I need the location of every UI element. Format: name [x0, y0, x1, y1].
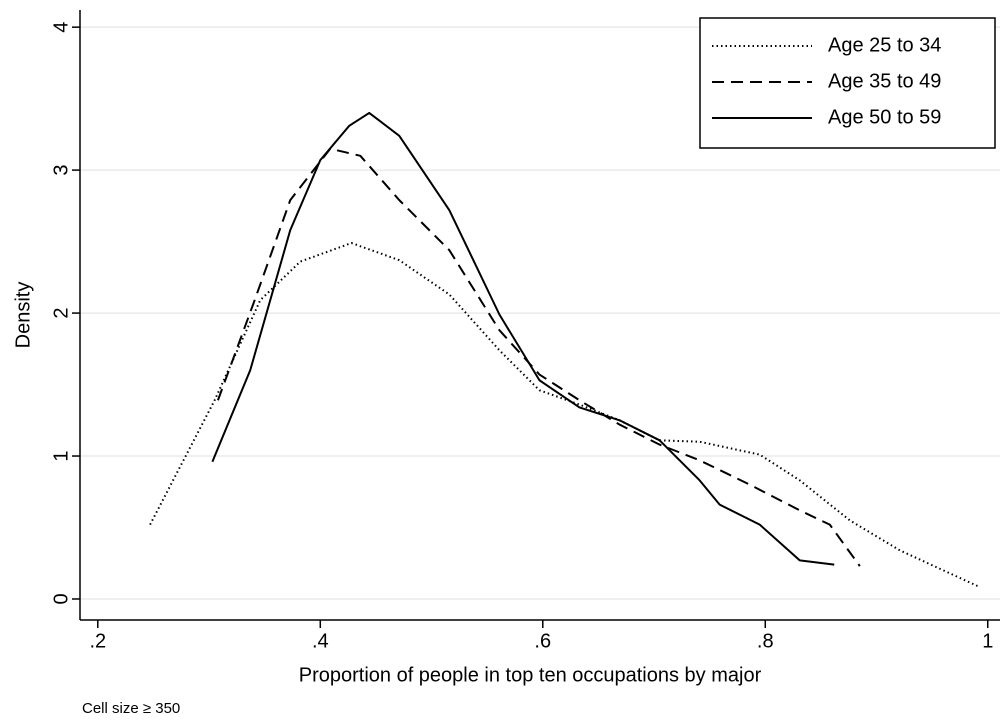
- density-line: [217, 147, 861, 567]
- density-line: [211, 111, 835, 566]
- y-tick-label: 3: [50, 165, 72, 176]
- x-axis-label: Proportion of people in top ten occupati…: [299, 664, 762, 686]
- legend: Age 25 to 34 Age 35 to 49 Age 50 to 59: [699, 17, 996, 149]
- legend-label: Age 35 to 49: [828, 70, 941, 92]
- x-tick-label: .8: [757, 630, 774, 652]
- legend-label: Age 50 to 59: [828, 106, 941, 128]
- y-tick-label: 4: [50, 22, 72, 33]
- note: Cell size ≥ 350: [82, 700, 180, 717]
- y-axis-label: Density: [12, 282, 34, 349]
- x-tick-label: .2: [89, 630, 106, 652]
- y-tick-label: 0: [50, 593, 72, 604]
- legend-box: [699, 17, 996, 149]
- x-tick-label: 1: [982, 630, 993, 652]
- density-line: [149, 242, 979, 588]
- y-tick-label: 1: [50, 450, 72, 461]
- legend-label: Age 25 to 34: [828, 34, 941, 56]
- y-tick-label: 2: [50, 308, 72, 319]
- x-tick-label: .6: [534, 630, 551, 652]
- x-tick-label: .4: [312, 630, 329, 652]
